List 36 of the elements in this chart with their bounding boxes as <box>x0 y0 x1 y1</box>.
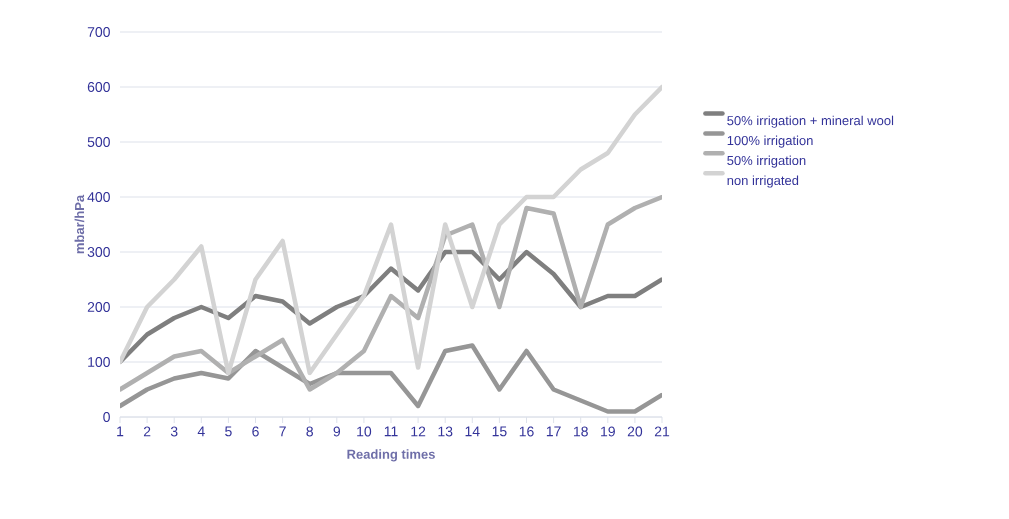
x-tick-label: 3 <box>170 426 178 437</box>
x-tick-label: 1 <box>117 426 124 437</box>
legend-label: 50% irrigation <box>727 155 806 168</box>
x-tick-label: 20 <box>627 426 643 437</box>
x-tick-label: 12 <box>411 426 426 437</box>
x-tick-label: 11 <box>384 426 398 437</box>
x-tick-label: 5 <box>225 426 232 437</box>
x-tick-label: 14 <box>465 426 480 437</box>
x-tick-label: 17 <box>546 426 561 437</box>
y-tick-label: 200 <box>87 302 110 312</box>
x-tick-label: 18 <box>573 426 588 437</box>
x-tick-label: 10 <box>357 426 372 437</box>
y-tick-label: 400 <box>87 192 110 202</box>
x-tick-label: 16 <box>519 426 534 437</box>
x-tick-label: 15 <box>492 426 507 437</box>
x-axis-title: Reading times <box>347 449 435 462</box>
x-tick-label: 13 <box>438 426 453 437</box>
y-tick-label: 600 <box>87 82 110 92</box>
x-tick-label: 21 <box>654 426 670 437</box>
legend-label: 50% irrigation + mineral wool <box>727 115 894 128</box>
legend-label: 100% irrigation <box>727 135 813 148</box>
x-tick-label: 4 <box>197 426 205 437</box>
line-series <box>120 84 662 376</box>
y-tick-label: 700 <box>87 27 110 37</box>
y-axis-title: mbar/hPa <box>74 194 85 254</box>
x-tick-label: 9 <box>333 426 341 437</box>
y-tick-label: 0 <box>103 412 110 422</box>
x-tick-label: 7 <box>279 426 286 437</box>
x-tick-label: 19 <box>601 426 615 437</box>
x-tick-label: 8 <box>306 426 313 437</box>
y-tick-label: 300 <box>87 247 110 257</box>
y-tick-label: 100 <box>88 357 110 367</box>
x-tick-label: 2 <box>143 426 151 437</box>
legend-label: non irrigated <box>727 175 799 188</box>
x-tick-label: 6 <box>252 426 259 437</box>
y-tick-label: 500 <box>87 137 110 147</box>
